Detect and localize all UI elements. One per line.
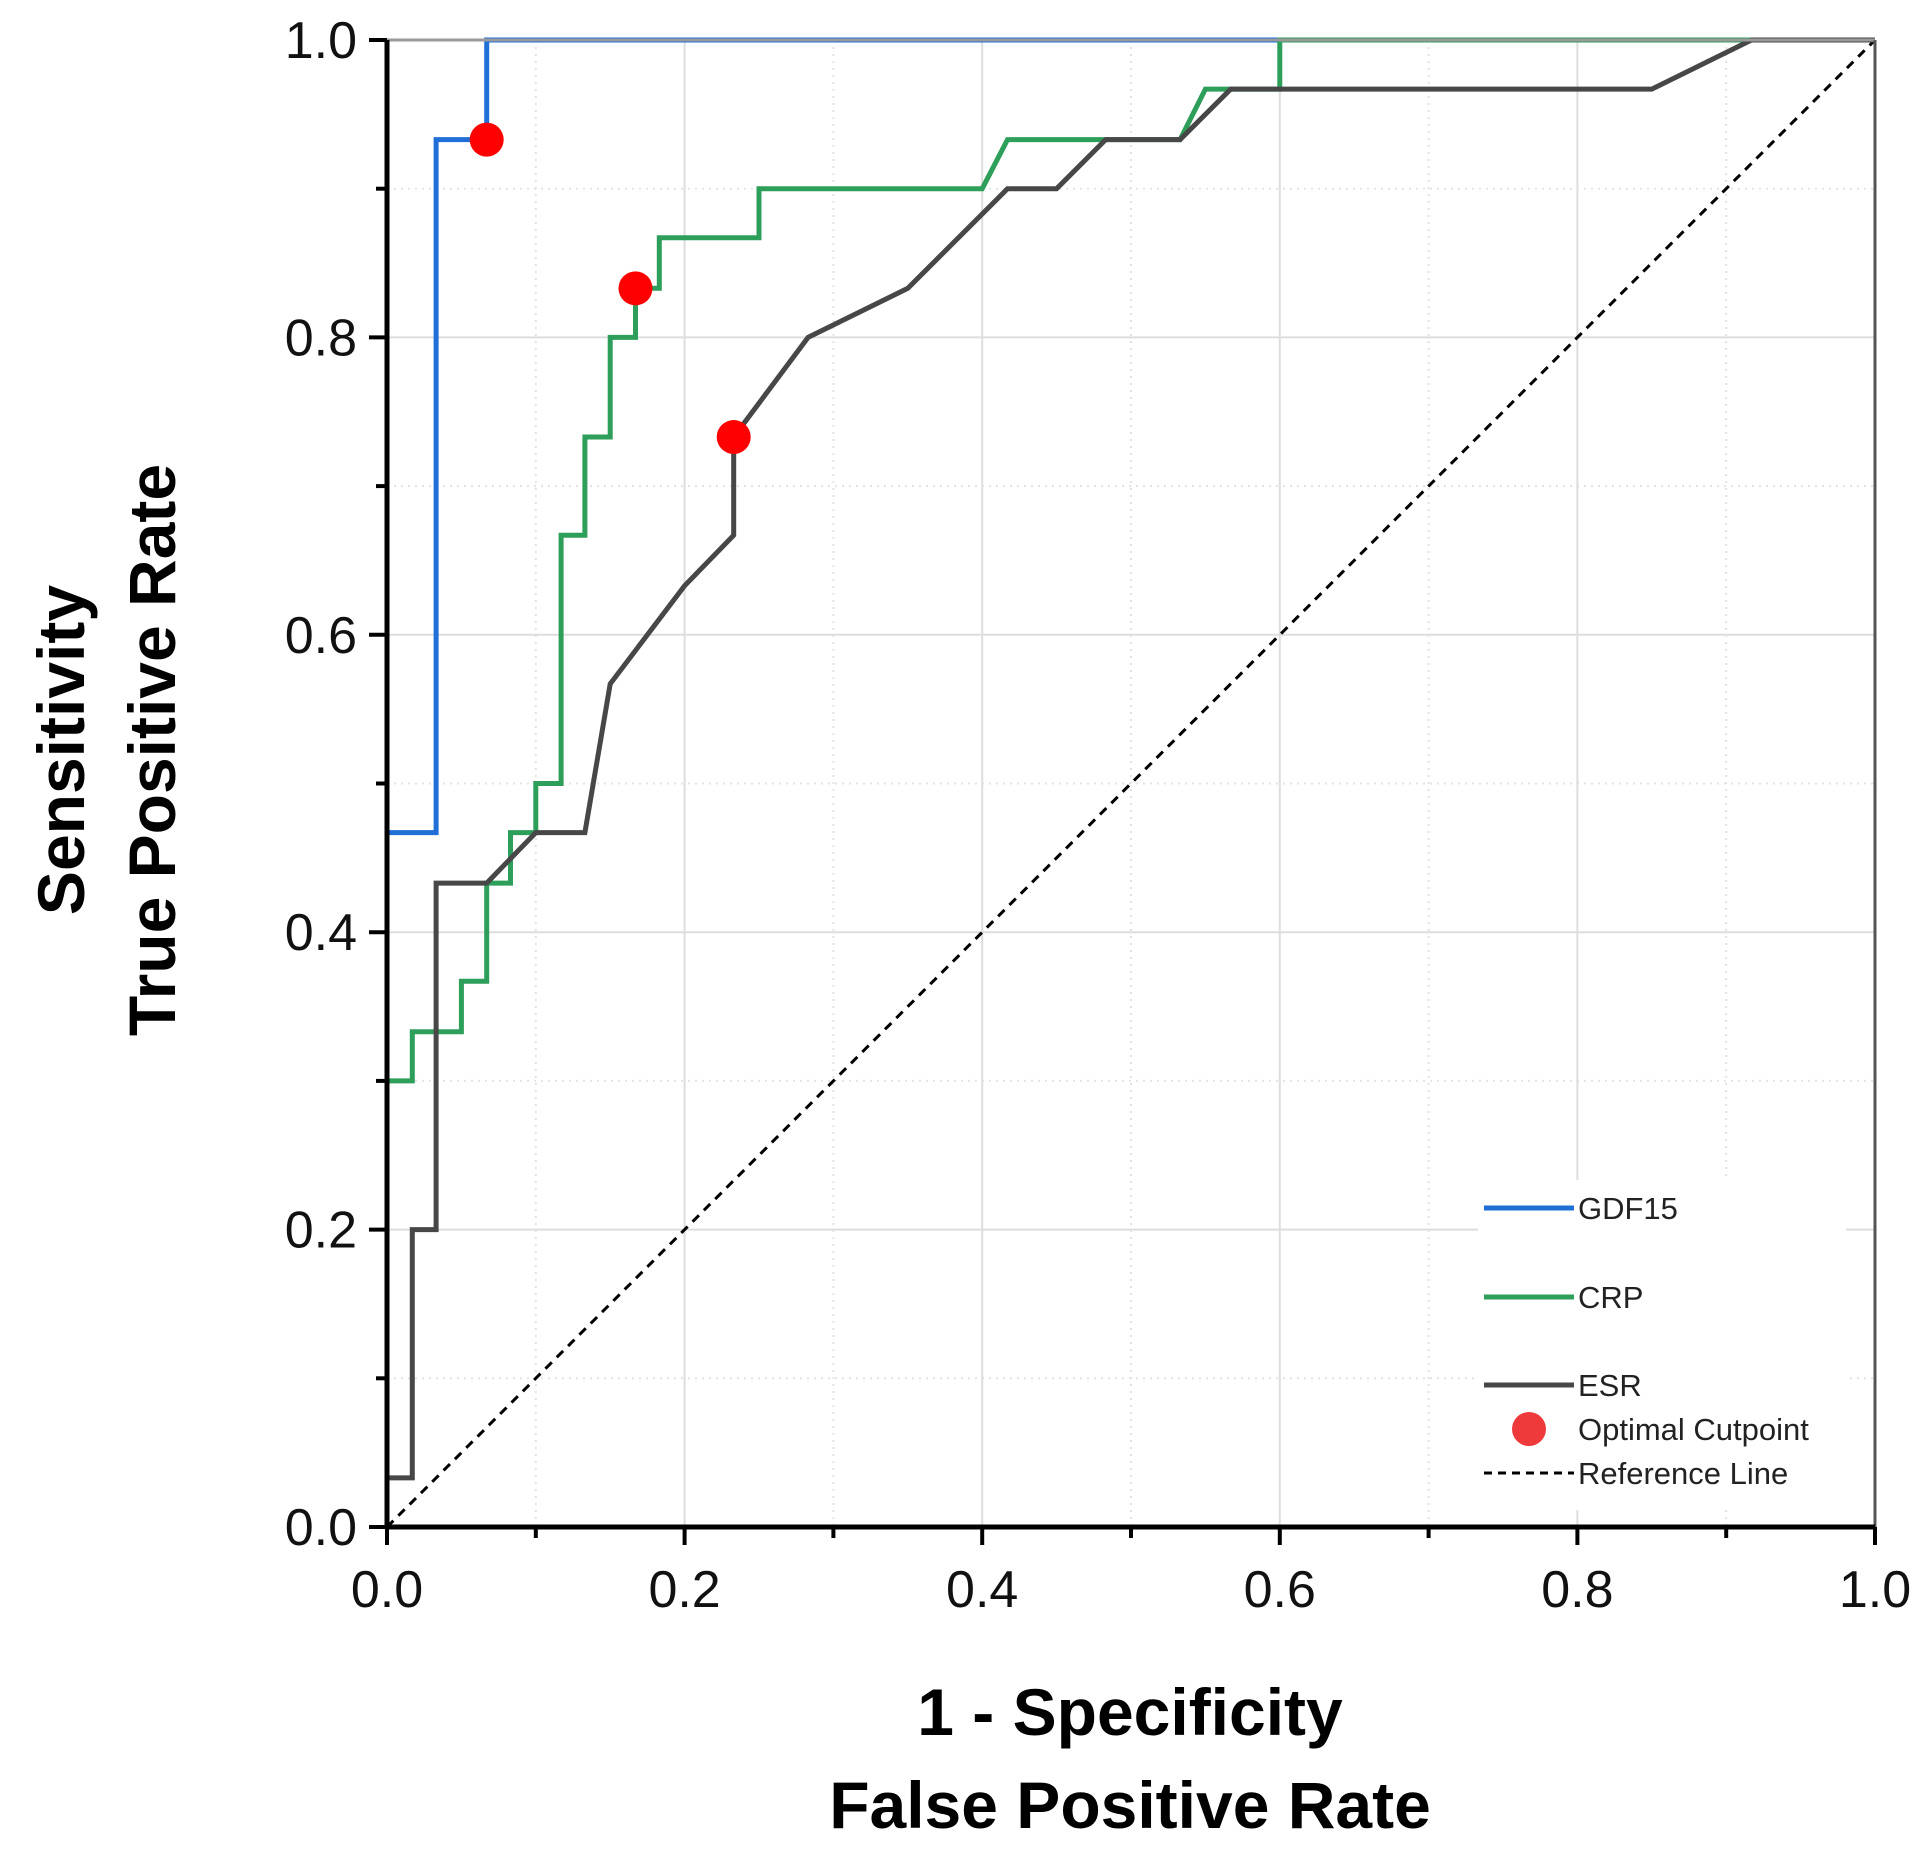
- legend-background: [1478, 1180, 1846, 1510]
- cutpoint-marker-gdf15: [469, 122, 504, 157]
- legend-label: Optimal Cutpoint: [1578, 1412, 1809, 1447]
- y-tick-label: 0.8: [285, 309, 357, 367]
- y-axis-title-line2: True Positive Rate: [115, 464, 189, 1036]
- legend-swatch-optimal-cutpoint: [1512, 1412, 1546, 1446]
- axis-ticks: [369, 38, 1877, 1545]
- tick-labels: 0.00.0 0.2 0.2 0.4 0.4 0.6 0.6 0.8 0.8 1.0 1.0: [285, 12, 1911, 1619]
- cutpoint-marker-esr: [716, 420, 751, 455]
- legend-label: GDF15: [1578, 1191, 1678, 1226]
- legend-label: ESR: [1578, 1368, 1642, 1403]
- legend: GDF15 CRP ESR Optimal Cutpoint Reference Lin…: [1478, 1180, 1846, 1510]
- x-tick-label: 0.6: [1244, 1561, 1316, 1619]
- legend-label: CRP: [1578, 1280, 1643, 1315]
- x-axis-title-line2: False Positive Rate: [829, 1768, 1431, 1842]
- cutpoint-markers: [469, 122, 751, 455]
- y-tick-label: 1.0: [285, 12, 357, 70]
- y-axis-title-line1: Sensitivity: [24, 585, 98, 915]
- x-tick-label: 0.8: [1541, 1561, 1613, 1619]
- x-tick-label: 0.2: [648, 1561, 720, 1619]
- y-tick-label: 0.2: [285, 1202, 357, 1260]
- x-tick-label: 1.0: [1839, 1561, 1911, 1619]
- x-axis-title-line1: 1 - Specificity: [917, 1675, 1343, 1749]
- series-line-esr: [384, 37, 1875, 1527]
- cutpoint-marker-crp: [618, 271, 653, 306]
- y-tick-label: 0.6: [285, 607, 357, 665]
- x-tick-label: 0.0: [351, 1561, 423, 1619]
- y-tick-label: 0.0: [285, 1499, 357, 1557]
- legend-label: Reference Line: [1578, 1456, 1788, 1491]
- series-line-crp: [384, 37, 1875, 1527]
- y-tick-label: 0.4: [285, 904, 357, 962]
- x-tick-label: 0.4: [946, 1561, 1018, 1619]
